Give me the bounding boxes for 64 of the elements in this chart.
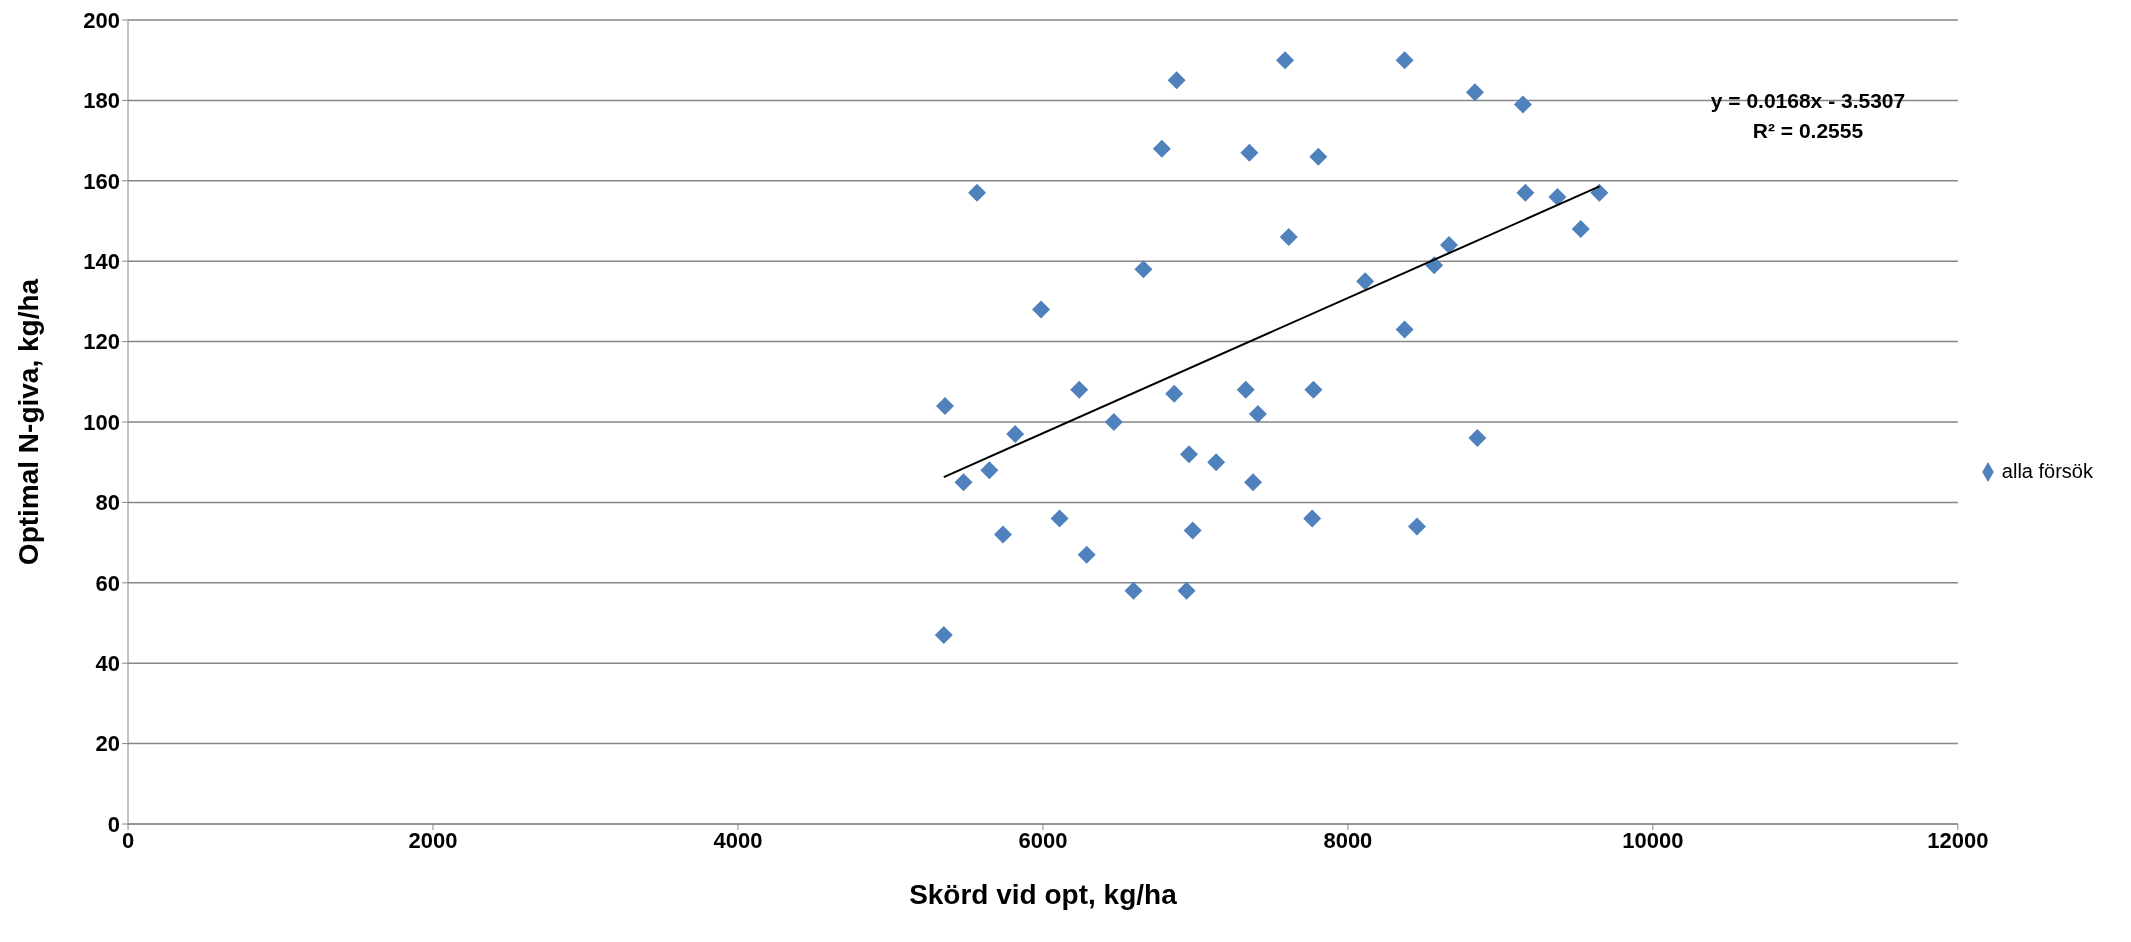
x-tick-label: 6000 [1018,827,1068,853]
point [1279,228,1298,247]
point [1032,300,1051,319]
point [1516,183,1535,202]
point [1070,380,1089,399]
annotation: y = 0.0168x - 3.5307 [1710,89,1906,112]
point [1395,320,1414,339]
y-tick-label: 200 [83,7,120,33]
point [1240,143,1259,162]
point [1248,404,1267,423]
point [980,461,999,480]
point [1356,272,1375,291]
y-tick-label: 140 [83,249,120,275]
point [1244,473,1263,492]
y-tick-label: 180 [83,88,120,114]
point [1006,425,1025,444]
point [934,626,953,645]
x-tick-label: 4000 [713,827,763,853]
point [1395,51,1414,70]
x-tick-label: 12000 [1927,827,1989,853]
point [1183,521,1202,540]
point [1571,220,1590,239]
y-tick-label: 100 [83,409,120,435]
point [1134,260,1153,279]
point [1590,183,1609,202]
point [1468,429,1487,448]
y-axis-title: Optimal N-giva, kg/ha [12,278,44,566]
point [1050,509,1069,528]
point [1180,445,1198,464]
point [1207,453,1226,472]
point [1124,581,1143,600]
point [1077,545,1096,564]
point [954,473,973,492]
y-tick-label: 80 [95,490,120,516]
point [1167,71,1186,90]
legend-label: alla försök [2001,459,2093,482]
y-tick-label: 120 [83,329,120,355]
point [1236,380,1255,399]
point [1276,51,1295,70]
point [1465,83,1484,102]
point [1303,509,1322,528]
y-tick-label: 40 [95,651,120,677]
x-tick-label: 10000 [1622,827,1684,853]
point [1439,236,1458,255]
point [1309,147,1328,166]
point [1513,95,1532,114]
annotation: R² = 0.2555 [1752,119,1864,142]
point [1152,139,1171,158]
y-tick-label: 20 [95,731,120,757]
point [1548,187,1567,206]
point [993,525,1012,544]
y-tick-label: 60 [95,570,120,596]
point [936,396,955,415]
y-tick-label: 160 [83,168,120,194]
x-tick-label: 8000 [1323,827,1373,853]
point [1104,413,1123,431]
point [1407,517,1426,536]
y-tick-label: 0 [107,811,120,837]
point [1177,581,1196,600]
point [968,183,987,202]
x-axis-title: Skörd vid opt, kg/ha [909,879,1178,910]
point [1165,384,1184,403]
point [1304,380,1323,399]
x-tick-label: 2000 [408,827,458,853]
